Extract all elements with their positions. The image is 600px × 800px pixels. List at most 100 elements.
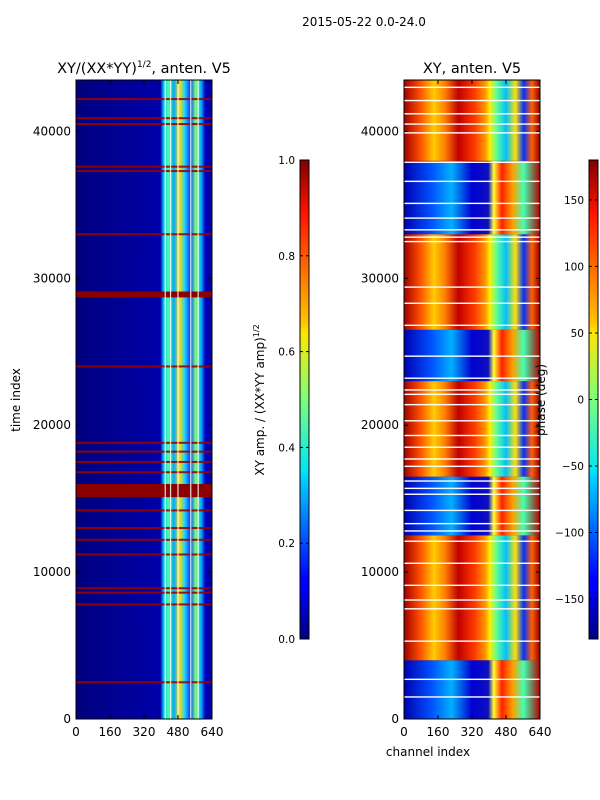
left-ytick-label: 10000 <box>33 565 71 579</box>
left-y-axis-label: time index <box>9 368 23 432</box>
saturated-row <box>76 365 212 368</box>
right-x-ticks: 0 160 320 480 640 <box>400 80 551 739</box>
blank-row <box>404 434 540 437</box>
right-ytick-label: 10000 <box>361 565 399 579</box>
saturated-row <box>76 538 212 541</box>
amplitude-ratio-panel: XY/(XX*YY)1/2, anten. V5 0 160 320 480 640 0… <box>9 60 231 739</box>
right-heatmap-blocks <box>404 80 540 719</box>
amplitude-colorbar-label: XY amp. / (XX*YY amp)1/2 <box>252 324 267 475</box>
amplitude-colorbar-gradient <box>299 159 310 640</box>
blank-row <box>404 493 540 495</box>
figure-suptitle: 2015-05-22 0.0-24.0 <box>302 15 426 29</box>
left-title-exponent: 1/2 <box>137 60 151 70</box>
blank-row <box>404 123 540 125</box>
amplitude-colorbar-tick-label: 0.6 <box>278 347 295 359</box>
phase-colorbar-tick-label: −100 <box>555 528 584 540</box>
right-ytick-label: 0 <box>391 712 399 726</box>
phase-block <box>404 80 540 161</box>
phase-colorbar-ticks: −150 −100 −50 0 50 100 150 <box>555 195 598 606</box>
saturated-band <box>76 483 212 498</box>
blank-row <box>404 217 540 219</box>
left-xtick-label: 160 <box>99 725 122 739</box>
left-xtick-label: 480 <box>167 725 190 739</box>
saturated-row <box>76 450 212 453</box>
blank-row <box>404 530 540 532</box>
saturated-row <box>76 509 212 512</box>
phase-colorbar-tick-label: −150 <box>555 594 584 606</box>
left-channel-gridlines <box>164 80 199 719</box>
right-xtick-label: 640 <box>529 725 552 739</box>
saturated-row <box>76 471 212 474</box>
blank-row <box>404 286 540 288</box>
blank-row <box>404 458 540 460</box>
phase-colorbar: −150 −100 −50 0 50 100 150 phase (deg) <box>534 159 599 640</box>
blank-row <box>404 393 540 396</box>
amplitude-colorbar-tick-label: 0.4 <box>278 442 295 454</box>
left-y-ticks: 0 10000 20000 30000 40000 <box>33 124 212 726</box>
left-ytick-label: 0 <box>63 712 71 726</box>
right-white-rows <box>404 86 540 698</box>
right-xtick-label: 480 <box>495 725 518 739</box>
blank-row <box>404 236 540 238</box>
amplitude-colorbar-ticks: 0.0 0.2 0.4 0.6 0.8 1.0 <box>278 155 309 646</box>
right-panel-title: XY, anten. V5 <box>423 61 521 77</box>
blank-row <box>404 608 540 610</box>
blank-row <box>404 355 540 357</box>
left-xtick-label: 640 <box>201 725 224 739</box>
saturated-row <box>76 603 212 606</box>
phase-colorbar-tick-label: −50 <box>562 461 584 473</box>
left-x-ticks: 0 160 320 480 640 <box>72 80 223 739</box>
amplitude-colorbar-tick-label: 0.8 <box>278 251 295 263</box>
left-heatmap-background <box>76 80 212 719</box>
phase-block <box>404 329 540 382</box>
phase-colorbar-tick-label: 0 <box>577 395 584 407</box>
right-xtick-label: 320 <box>461 725 484 739</box>
blank-row <box>404 302 540 304</box>
blank-row <box>404 487 540 490</box>
amplitude-colorbar: 0.0 0.2 0.4 0.6 0.8 1.0 XY amp. / (XX*YY amp)… <box>252 155 310 646</box>
blank-row <box>404 540 540 542</box>
phase-colorbar-tick-label: 150 <box>564 195 584 207</box>
saturated-row <box>76 553 212 556</box>
right-xtick-label: 160 <box>427 725 450 739</box>
right-xtick-label: 0 <box>400 725 408 739</box>
right-ytick-label: 20000 <box>361 418 399 432</box>
left-ytick-label: 20000 <box>33 418 71 432</box>
saturated-row <box>76 591 212 594</box>
blank-row <box>404 599 540 601</box>
saturated-row <box>76 681 212 684</box>
blank-row <box>404 522 540 525</box>
blank-row <box>404 113 540 115</box>
phase-colorbar-tick-label: 100 <box>564 261 584 273</box>
amplitude-colorbar-label-exponent: 1/2 <box>252 324 261 337</box>
left-ytick-label: 40000 <box>33 124 71 138</box>
blank-row <box>404 324 540 327</box>
blank-row <box>404 132 540 134</box>
phase-colorbar-label: phase (deg) <box>534 364 548 436</box>
blank-row <box>404 678 540 681</box>
saturated-row <box>76 123 212 126</box>
right-y-ticks: 0 10000 20000 30000 40000 <box>361 124 540 726</box>
left-title-suffix: , anten. V5 <box>151 61 230 77</box>
blank-row <box>404 480 540 482</box>
amplitude-colorbar-tick-label: 0.2 <box>278 538 295 550</box>
saturated-row <box>76 170 212 173</box>
blank-row <box>404 509 540 512</box>
saturated-row <box>76 98 212 101</box>
saturated-row <box>76 460 212 463</box>
left-ytick-label: 30000 <box>33 271 71 285</box>
phase-colorbar-tick-label: 50 <box>571 328 584 340</box>
left-title-main: XY/(XX*YY) <box>57 61 137 77</box>
blank-row <box>404 562 540 564</box>
blank-row <box>404 465 540 468</box>
blank-row <box>404 420 540 422</box>
saturated-row <box>76 441 212 444</box>
blank-row <box>404 180 540 183</box>
blank-row <box>404 86 540 89</box>
phase-block <box>404 476 540 536</box>
blank-row <box>404 229 540 231</box>
phase-block <box>404 535 540 661</box>
saturated-row <box>76 117 212 120</box>
saturated-band <box>76 291 212 298</box>
blank-row <box>404 696 540 698</box>
